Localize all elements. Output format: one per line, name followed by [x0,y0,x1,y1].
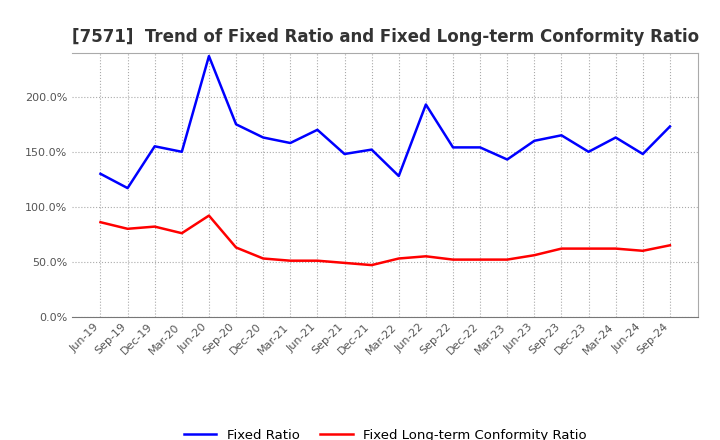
Fixed Long-term Conformity Ratio [96,220,105,225]
Fixed Ratio [395,173,403,179]
Fixed Ratio [178,149,186,154]
Fixed Long-term Conformity Ratio [639,248,647,253]
Fixed Long-term Conformity Ratio [367,262,376,268]
Fixed Long-term Conformity Ratio [178,231,186,236]
Fixed Ratio [96,171,105,176]
Fixed Long-term Conformity Ratio [557,246,566,251]
Fixed Ratio [204,53,213,59]
Fixed Ratio [259,135,268,140]
Legend: Fixed Ratio, Fixed Long-term Conformity Ratio: Fixed Ratio, Fixed Long-term Conformity … [179,424,592,440]
Fixed Long-term Conformity Ratio [503,257,511,262]
Fixed Long-term Conformity Ratio [123,226,132,231]
Fixed Ratio [584,149,593,154]
Line: Fixed Ratio: Fixed Ratio [101,56,670,188]
Fixed Ratio [313,127,322,132]
Fixed Ratio [530,138,539,143]
Fixed Ratio [123,186,132,191]
Fixed Long-term Conformity Ratio [449,257,457,262]
Fixed Long-term Conformity Ratio [232,245,240,250]
Fixed Long-term Conformity Ratio [259,256,268,261]
Fixed Ratio [476,145,485,150]
Fixed Long-term Conformity Ratio [150,224,159,229]
Line: Fixed Long-term Conformity Ratio: Fixed Long-term Conformity Ratio [101,216,670,265]
Fixed Long-term Conformity Ratio [584,246,593,251]
Fixed Ratio [150,143,159,149]
Fixed Ratio [367,147,376,152]
Fixed Ratio [639,151,647,157]
Fixed Ratio [503,157,511,162]
Fixed Long-term Conformity Ratio [341,260,349,265]
Fixed Ratio [232,121,240,127]
Fixed Ratio [449,145,457,150]
Fixed Long-term Conformity Ratio [286,258,294,263]
Fixed Long-term Conformity Ratio [204,213,213,218]
Fixed Long-term Conformity Ratio [313,258,322,263]
Fixed Long-term Conformity Ratio [611,246,620,251]
Fixed Ratio [611,135,620,140]
Fixed Long-term Conformity Ratio [530,253,539,258]
Fixed Ratio [341,151,349,157]
Title: [7571]  Trend of Fixed Ratio and Fixed Long-term Conformity Ratio: [7571] Trend of Fixed Ratio and Fixed Lo… [71,28,699,46]
Fixed Ratio [286,140,294,146]
Fixed Long-term Conformity Ratio [395,256,403,261]
Fixed Long-term Conformity Ratio [476,257,485,262]
Fixed Long-term Conformity Ratio [421,253,430,259]
Fixed Ratio [421,102,430,107]
Fixed Long-term Conformity Ratio [665,242,674,248]
Fixed Ratio [557,132,566,138]
Fixed Ratio [665,124,674,129]
